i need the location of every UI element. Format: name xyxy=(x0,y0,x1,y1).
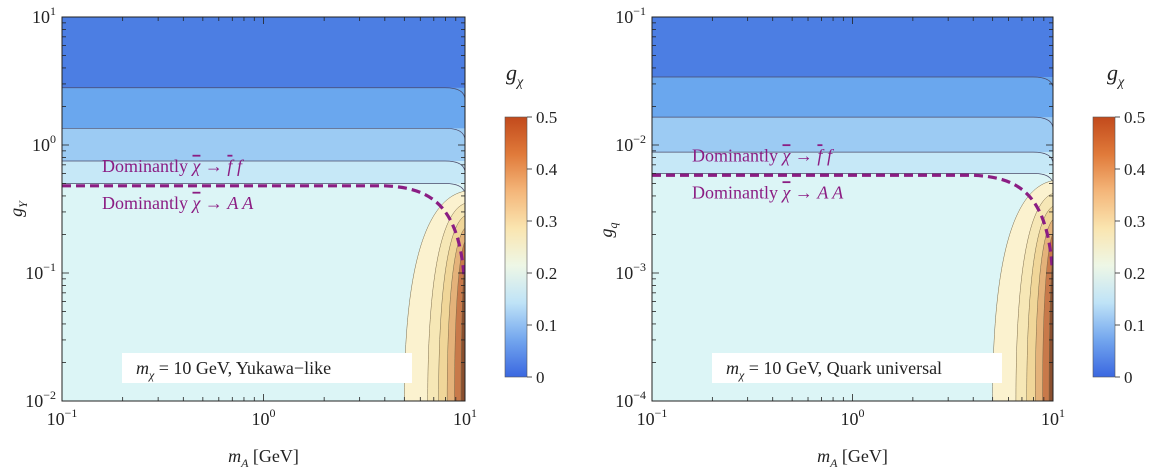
dominance-boundary-curve xyxy=(652,173,1053,266)
resonance-lobe-5 xyxy=(1048,250,1053,401)
y-tick-label: 100 xyxy=(32,132,56,155)
x-tick-label: 100 xyxy=(841,406,865,429)
colorbar-label: gχ xyxy=(506,60,524,90)
annotation-AA: Dominantly χ → A A xyxy=(692,182,844,202)
resonance-lobe-5 xyxy=(460,258,465,401)
colorbar xyxy=(504,116,528,378)
axis-ticks xyxy=(61,17,465,402)
axis-ticks xyxy=(651,17,1053,402)
right-panel: 10−1 100 101 10−4 10−3 10−2 10−1 mA [GeV] gq Domi… xyxy=(596,4,1146,468)
y-tick-label: 10−2 xyxy=(25,388,56,411)
label-box-text: mχ = 10 GeV, Yukawa−like xyxy=(136,358,331,382)
colorbar-tick-label: 0.5 xyxy=(536,108,557,127)
y-tick-label: 10−1 xyxy=(25,260,56,283)
colorbar-label: gχ xyxy=(1107,60,1125,90)
x-tick-label: 101 xyxy=(453,406,477,429)
annotation-ff: Dominantly χ → f f xyxy=(102,156,245,176)
contour-band-0 xyxy=(62,17,465,88)
y-tick-label: 101 xyxy=(32,4,56,27)
colorbar-tick-label: 0.3 xyxy=(1124,212,1145,231)
contour-band-0 xyxy=(652,17,1053,77)
colorbar-tick-label: 0 xyxy=(1124,368,1133,387)
colorbar-tick-label: 0.1 xyxy=(1124,316,1145,335)
label-box-text: mχ = 10 GeV, Quark universal xyxy=(726,358,942,382)
x-tick-label: 10−1 xyxy=(47,406,78,429)
colorbar xyxy=(1092,116,1116,378)
colorbar-tick-label: 0.1 xyxy=(536,316,557,335)
plot-area xyxy=(62,17,465,401)
y-axis-label: gq xyxy=(596,223,620,238)
x-tick-label: 100 xyxy=(252,406,276,429)
y-tick-label: 10−1 xyxy=(615,4,646,27)
colorbar-tick-label: 0.2 xyxy=(536,264,557,283)
y-tick-label: 10−2 xyxy=(615,132,646,155)
x-tick-label: 10−1 xyxy=(637,406,668,429)
colorbar-tick-label: 0.3 xyxy=(536,212,557,231)
dominance-boundary-curve xyxy=(62,184,465,276)
annotation-AA: Dominantly χ → A A xyxy=(102,193,254,213)
x-axis-label: mA [GeV] xyxy=(817,446,888,468)
x-axis-label: mA [GeV] xyxy=(228,446,299,468)
colorbar-tick-label: 0.4 xyxy=(536,160,558,179)
colorbar-tick-label: 0.5 xyxy=(1124,108,1145,127)
plot-area xyxy=(652,17,1053,401)
label-box xyxy=(122,353,412,383)
x-tick-label: 101 xyxy=(1041,406,1065,429)
annotation-ff: Dominantly χ → f f xyxy=(692,145,835,165)
colorbar-tick-label: 0.4 xyxy=(1124,160,1146,179)
y-axis-label: gY xyxy=(6,200,30,217)
y-tick-label: 10−3 xyxy=(615,260,646,283)
label-box xyxy=(712,353,1002,383)
colorbar-tick-label: 0.2 xyxy=(1124,264,1145,283)
y-tick-label: 10−4 xyxy=(615,388,646,411)
colorbar-tick-label: 0 xyxy=(536,368,545,387)
